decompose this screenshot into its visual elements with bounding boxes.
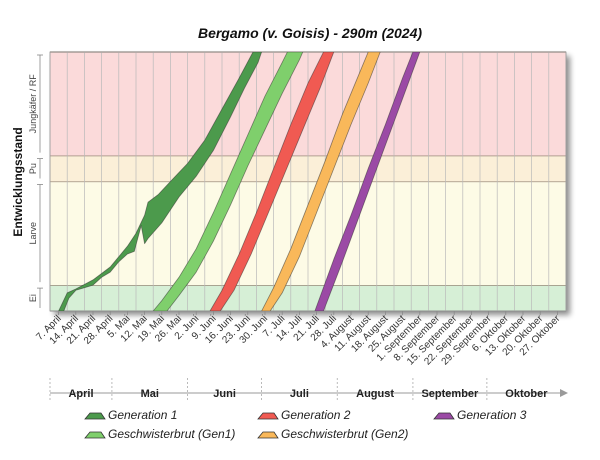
legend-label-3: Geschwisterbrut (Gen1) xyxy=(108,427,235,441)
month-label: September xyxy=(421,388,479,400)
legend-swatch-4 xyxy=(257,431,279,439)
stage-labels: Ei Larve Pu Jungkäfer / RF xyxy=(28,54,43,308)
chart-title: Bergamo (v. Goisis) - 290m (2024) xyxy=(198,25,422,41)
series-group xyxy=(58,52,421,311)
month-label: August xyxy=(356,388,394,400)
y-axis-label: Entwicklungsstand xyxy=(11,127,25,236)
series-band-4 xyxy=(314,52,421,311)
legend-label-2: Generation 3 xyxy=(457,408,527,422)
month-label: Juni xyxy=(213,388,236,400)
stage-label-3: Jungkäfer / RF xyxy=(28,74,38,134)
stage-label-1: Larve xyxy=(28,222,38,245)
month-label: Juli xyxy=(290,388,309,400)
month-label: Oktober xyxy=(505,388,548,400)
plot-border xyxy=(49,51,567,312)
series-band-2 xyxy=(209,52,335,311)
series-band-1 xyxy=(152,52,304,311)
month-axis-arrow xyxy=(560,389,568,397)
legend-swatch-2 xyxy=(433,412,455,420)
month-label: Mai xyxy=(141,388,159,400)
legend-swatch-3 xyxy=(84,431,106,439)
legend-swatch-1 xyxy=(257,412,279,420)
legend-label-0: Generation 1 xyxy=(108,408,177,422)
stage-label-0: Ei xyxy=(28,294,38,302)
month-axis: April Mai Juni Juli August September Oktober xyxy=(49,378,568,401)
stage-label-2: Pu xyxy=(28,163,38,174)
legend: Generation 1 Generation 2 Generation 3 Gesc… xyxy=(84,408,527,441)
legend-label-1: Generation 2 xyxy=(281,408,351,422)
series-band-0 xyxy=(58,52,263,311)
legend-swatch-0 xyxy=(84,412,106,420)
month-label: April xyxy=(68,388,93,400)
legend-label-4: Geschwisterbrut (Gen2) xyxy=(281,427,408,441)
series-band-3 xyxy=(261,52,381,311)
